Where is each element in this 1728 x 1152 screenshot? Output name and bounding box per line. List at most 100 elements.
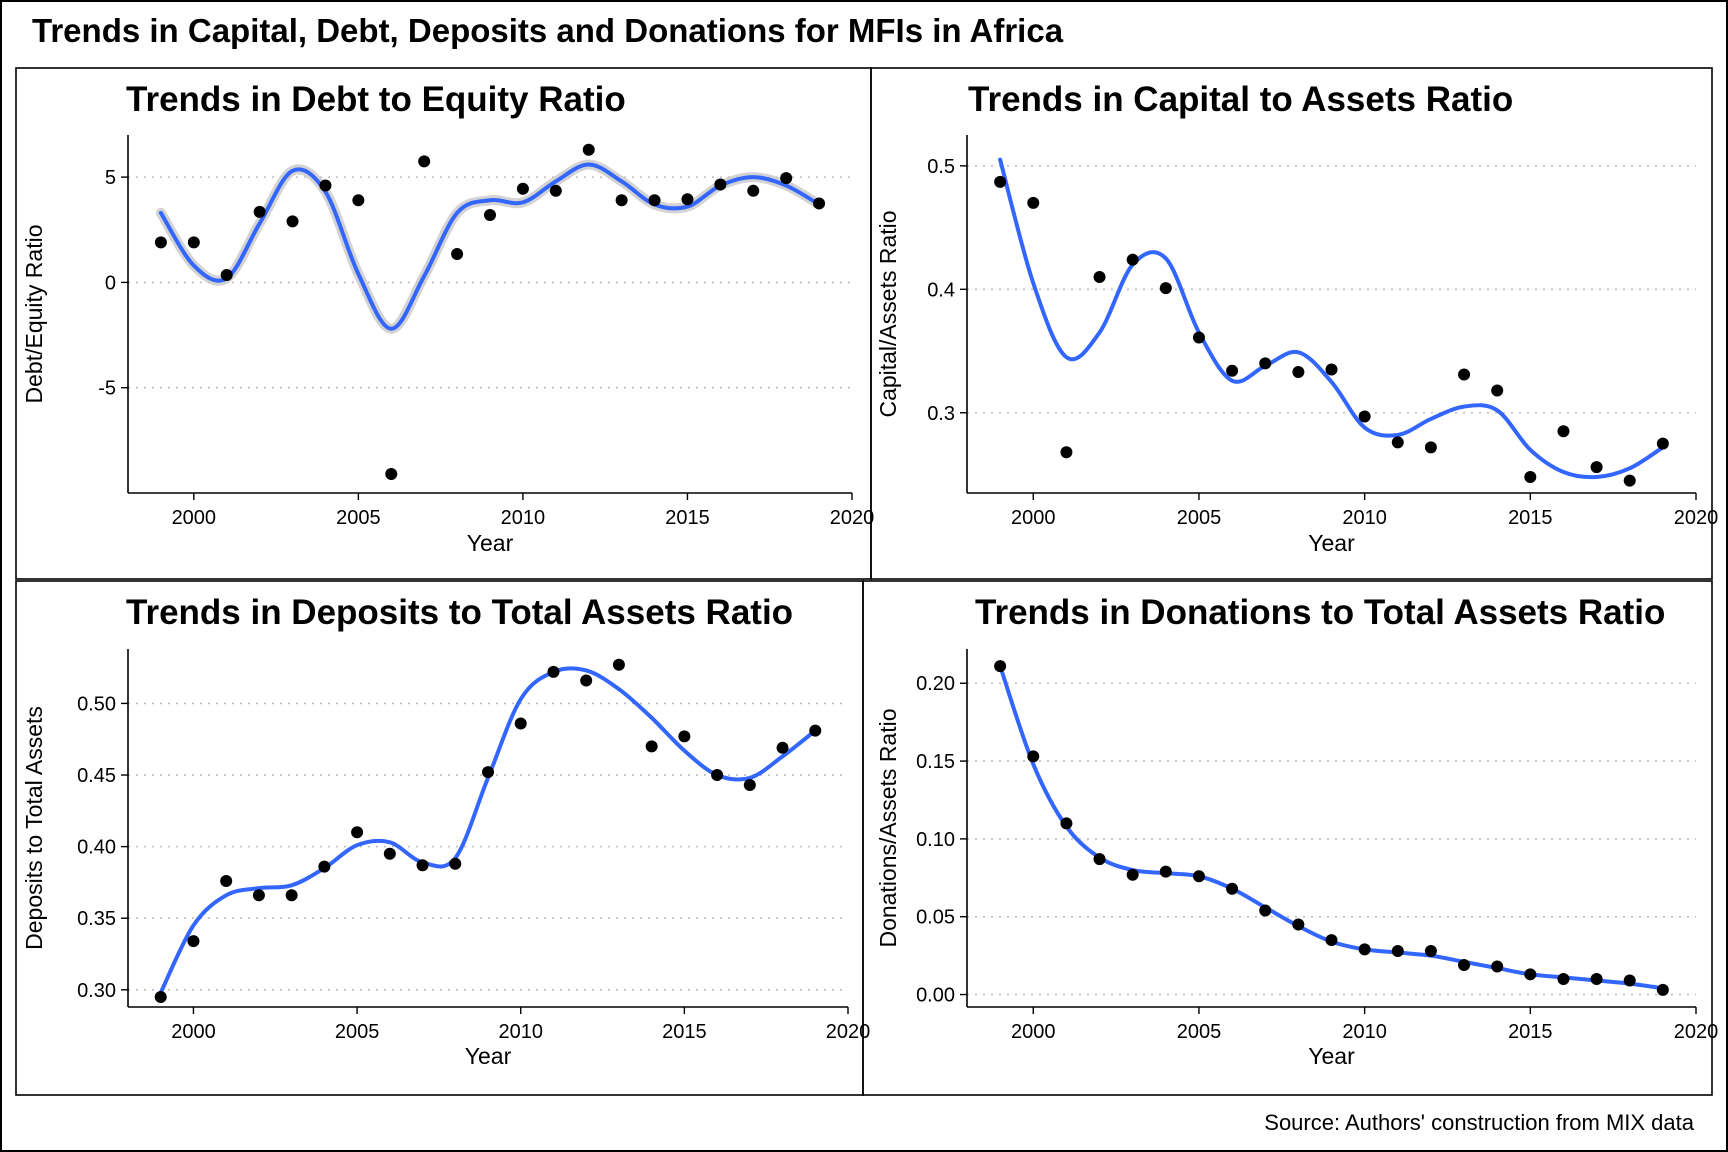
x-tick-label: 2010 [1342, 1021, 1387, 1043]
chart-panel-donations-assets: Trends in Donations to Total Assets Rati… [875, 593, 1718, 1069]
x-tick-label: 2015 [1508, 507, 1553, 529]
x-tick-label: 2015 [665, 507, 710, 529]
data-point [187, 935, 200, 948]
data-point [1292, 918, 1305, 931]
data-point [612, 658, 625, 671]
data-point [1524, 470, 1537, 483]
y-tick-label: -5 [98, 378, 116, 400]
y-axis-label: Capital/Assets Ratio [875, 210, 901, 417]
data-point [220, 269, 233, 282]
data-point [582, 143, 595, 156]
data-point [1557, 425, 1570, 438]
x-axis-label: Year [465, 1043, 512, 1069]
data-point [1126, 868, 1139, 881]
y-tick-label: 0.15 [916, 751, 955, 773]
chart-panel-deposits-assets: Trends in Deposits to Total Assets Ratio… [21, 593, 870, 1069]
data-point [451, 247, 464, 260]
y-tick-label: 0.45 [77, 765, 116, 787]
y-tick-label: 0.10 [916, 829, 955, 851]
data-point [1192, 331, 1205, 344]
y-axis-label: Deposits to Total Assets [21, 706, 47, 950]
x-tick-label: 2000 [172, 507, 217, 529]
data-point [1126, 253, 1139, 266]
data-point [1159, 865, 1172, 878]
data-point [1292, 366, 1305, 379]
y-tick-label: 0.5 [927, 156, 955, 178]
data-point [547, 665, 560, 678]
data-point [1623, 974, 1636, 987]
data-point [1524, 968, 1537, 981]
panel-title: Trends in Donations to Total Assets Rati… [975, 593, 1665, 632]
y-axis-label: Debt/Equity Ratio [21, 225, 47, 404]
data-point [813, 197, 826, 210]
x-tick-label: 2020 [1674, 1021, 1719, 1043]
data-point [1259, 357, 1272, 370]
data-point [1590, 972, 1603, 985]
data-point [1325, 363, 1338, 376]
y-tick-label: 0.3 [927, 403, 955, 425]
data-point [1391, 944, 1404, 957]
data-point [681, 193, 694, 206]
panel-frame-capital-assets [870, 67, 1713, 580]
x-tick-label: 2005 [1177, 507, 1222, 529]
y-tick-label: 0.35 [77, 908, 116, 930]
data-point [678, 730, 691, 743]
data-point [1590, 461, 1603, 474]
data-point [484, 209, 496, 222]
panel-frame-donations-assets [862, 580, 1713, 1096]
x-tick-label: 2005 [336, 507, 381, 529]
y-tick-label: 0.00 [916, 985, 955, 1007]
data-point [285, 889, 298, 902]
y-tick-label: 5 [105, 167, 116, 189]
data-point [1060, 446, 1073, 459]
data-point [743, 779, 756, 792]
data-point [351, 826, 364, 839]
data-point [1259, 904, 1272, 917]
x-tick-label: 2010 [1342, 507, 1387, 529]
data-point [1656, 983, 1669, 996]
data-point [319, 179, 332, 192]
data-point [286, 215, 299, 228]
data-point [252, 889, 265, 902]
x-tick-label: 2005 [1177, 1021, 1222, 1043]
x-tick-label: 2000 [171, 1021, 216, 1043]
x-tick-label: 2010 [498, 1021, 543, 1043]
data-point [1226, 364, 1239, 377]
x-axis-label: Year [1308, 530, 1355, 556]
data-point [514, 717, 527, 730]
data-point [154, 990, 167, 1003]
data-point [714, 178, 727, 191]
x-tick-label: 2005 [335, 1021, 380, 1043]
data-point [1358, 943, 1371, 956]
data-point [1458, 958, 1471, 971]
data-point [994, 175, 1007, 188]
data-point [187, 236, 200, 249]
panel-title: Trends in Debt to Equity Ratio [126, 80, 626, 119]
data-point [1491, 960, 1504, 973]
data-point [747, 184, 760, 197]
x-axis-label: Year [467, 530, 514, 556]
x-tick-label: 2000 [1011, 1021, 1056, 1043]
data-point [994, 660, 1007, 673]
y-tick-label: 0 [105, 272, 116, 294]
data-point [449, 857, 462, 870]
data-point [711, 769, 724, 782]
x-tick-label: 2010 [501, 507, 546, 529]
data-point [780, 172, 793, 185]
data-point [1358, 410, 1371, 423]
x-tick-label: 2020 [1674, 507, 1719, 529]
data-point [385, 468, 398, 481]
data-point [418, 155, 431, 168]
smooth-trend-line [158, 162, 822, 331]
smooth-trend-line [998, 157, 1665, 480]
data-point [1060, 817, 1073, 830]
data-point [1093, 270, 1106, 283]
y-axis-label: Donations/Assets Ratio [875, 708, 901, 947]
x-tick-label: 2015 [1508, 1021, 1553, 1043]
figure-title: Trends in Capital, Debt, Deposits and Do… [32, 12, 1064, 49]
data-point [1391, 436, 1404, 449]
data-point [352, 194, 365, 207]
data-point [1027, 750, 1040, 763]
data-point [1424, 441, 1437, 454]
